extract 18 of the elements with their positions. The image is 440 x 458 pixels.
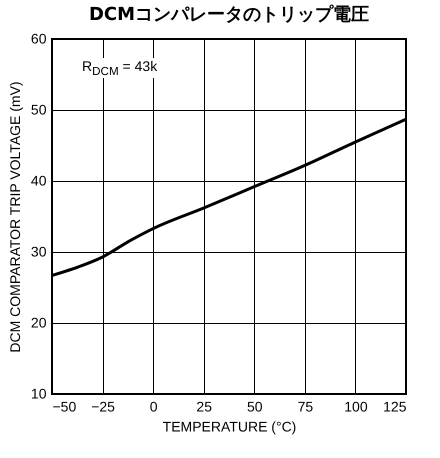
annotation: R$_{DCM}$ = 43k [80, 58, 160, 78]
y-tick-label: 40 [30, 172, 47, 188]
x-tick-label: −25 [91, 398, 116, 414]
y-tick-label: 30 [30, 244, 47, 260]
y-tick-label: 50 [30, 102, 47, 118]
x-tick-label: 0 [150, 398, 158, 414]
y-tick-label: 60 [30, 30, 47, 46]
x-tick-label: 100 [344, 398, 368, 414]
y-tick-label: 10 [30, 386, 47, 402]
x-tick-label: 25 [196, 398, 212, 414]
y-tick-label: 20 [30, 314, 47, 330]
x-tick-label: 125 [383, 398, 407, 414]
x-axis-title: TEMPERATURE (°C) [162, 418, 296, 434]
chart-title: DCMコンパレータのトリップ電圧 [88, 4, 370, 25]
x-tick-label: 50 [246, 398, 263, 414]
x-tick-label: −50 [52, 398, 76, 414]
x-tick-label: 75 [298, 398, 314, 414]
y-axis-title: DCM COMPARATOR TRIP VOLTAGE (mV) [6, 81, 23, 353]
